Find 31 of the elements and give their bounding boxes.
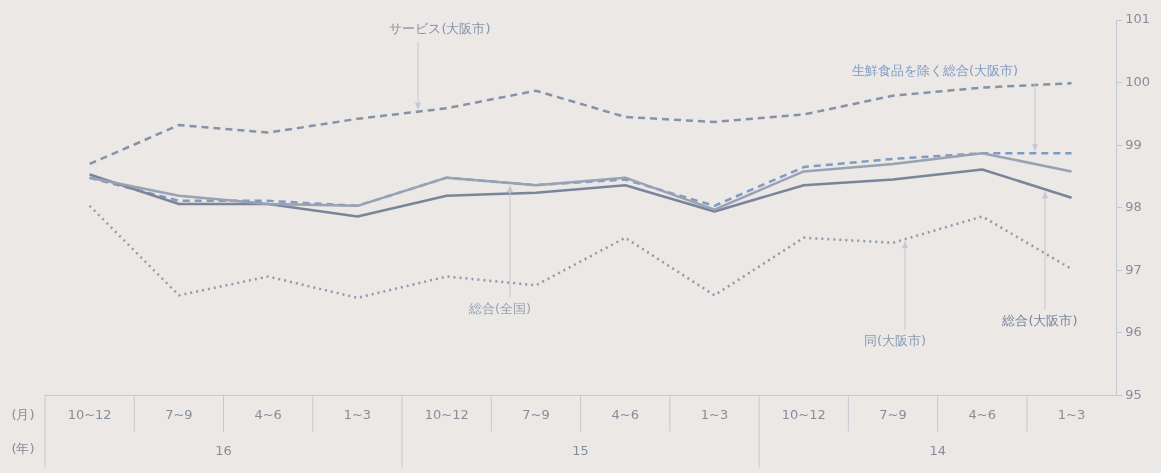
x-tick-label: 7~9 — [522, 406, 550, 422]
x-tick-label: 7~9 — [879, 406, 907, 422]
text: 総合(大阪市) — [1001, 313, 1078, 329]
text: (月) — [11, 406, 35, 422]
line-series — [88, 81, 1073, 166]
x-tick-label: 10~12 — [424, 406, 469, 422]
y-tick-label: 96 — [1125, 324, 1142, 340]
y-tick-label: 100 — [1125, 73, 1151, 89]
x-tick-label: 10~12 — [781, 406, 826, 422]
text: 15 — [572, 442, 589, 458]
text: サービス(大阪市) — [389, 21, 491, 37]
x-tick-label: 4~6 — [611, 406, 639, 422]
x-tick-label: 4~6 — [968, 406, 997, 422]
y-tick-label: 97 — [1125, 261, 1142, 277]
text: 総合(全国) — [467, 301, 532, 317]
line-series — [88, 204, 1073, 300]
text: 14 — [929, 442, 946, 458]
y-tick-label: 99 — [1125, 136, 1142, 152]
x-tick-label: 4~6 — [254, 406, 282, 422]
y-tick-label: 98 — [1125, 199, 1142, 215]
y-tick-label: 101 — [1125, 11, 1151, 27]
text: 生鮮食品を除く総合(大阪市) — [851, 63, 1019, 79]
x-tick-label: 1~3 — [700, 406, 729, 422]
text: 16 — [215, 442, 232, 458]
text: (年) — [11, 440, 35, 456]
x-tick-label: 7~9 — [165, 406, 193, 422]
text: 同(大阪市) — [863, 333, 927, 349]
x-tick-label: 10~12 — [67, 406, 112, 422]
x-tick-label: 1~3 — [343, 406, 372, 422]
x-tick-label: 1~3 — [1057, 406, 1086, 422]
y-tick-label: 95 — [1125, 386, 1142, 402]
